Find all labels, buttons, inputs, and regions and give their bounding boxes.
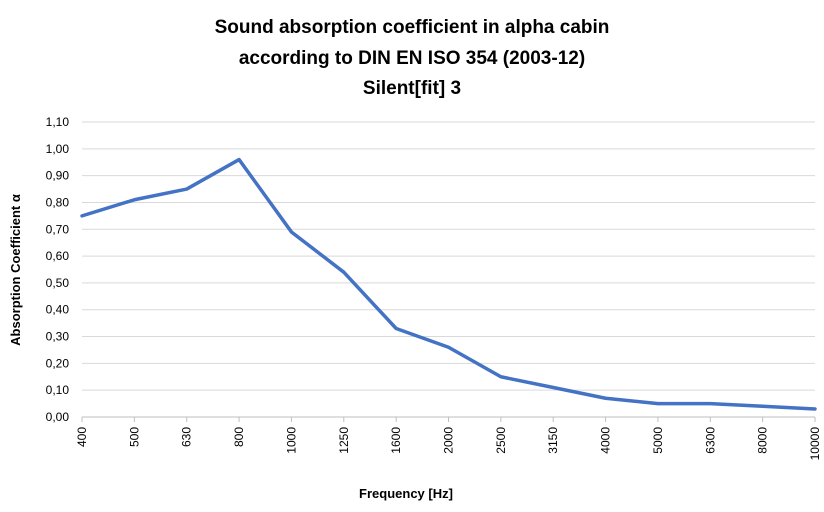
- axes: [81, 416, 816, 422]
- x-tick-label: 6300: [703, 427, 717, 454]
- y-tick-label: 0,50: [46, 276, 70, 290]
- x-tick-label: 630: [180, 427, 194, 447]
- y-tick-labels: 0,00 0,10 0,20 0,30 0,40 0,50 0,60 0,70 0,80 0,90…: [46, 115, 70, 424]
- x-tick-label: 10000: [808, 427, 822, 461]
- y-tick-label: 1,10: [46, 115, 70, 129]
- x-tick-label: 1250: [337, 427, 351, 454]
- y-tick-label: 0,10: [46, 383, 70, 397]
- y-tick-label: 0,30: [46, 330, 70, 344]
- x-tick-label: 1600: [389, 427, 403, 454]
- chart-title-line-3: Silent[fit] 3: [363, 78, 461, 99]
- chart-title-line-2: according to DIN EN ISO 354 (2003-12): [239, 48, 585, 69]
- plot-area: [80, 157, 817, 411]
- y-tick-label: 0,60: [46, 249, 70, 263]
- x-tick-label: 2500: [494, 427, 508, 454]
- x-tick-label: 400: [75, 427, 89, 447]
- x-axis-label: Frequency [Hz]: [359, 486, 453, 501]
- y-tick-label: 1,00: [46, 142, 70, 156]
- y-tick-label: 0,40: [46, 303, 70, 317]
- x-tick-label: 3150: [546, 427, 560, 454]
- y-tick-label: 0,80: [46, 195, 70, 209]
- y-tick-label: 0,00: [46, 410, 70, 424]
- x-tick-label: 2000: [442, 427, 456, 454]
- x-tick-label: 4000: [599, 427, 613, 454]
- gridlines: [82, 121, 815, 391]
- x-tick-label: 500: [127, 427, 141, 447]
- y-tick-label: 0,20: [46, 356, 70, 370]
- y-tick-label: 0,90: [46, 169, 70, 183]
- y-tick-label: 0,70: [46, 222, 70, 236]
- y-axis-label: Absorption Coefficient α: [8, 194, 23, 346]
- chart-title: Sound absorption coefficient in alpha ca…: [215, 17, 610, 99]
- x-tick-labels: 400 500 630 800 1000 1250 1600 2000 2500 3150 4000…: [75, 427, 822, 461]
- x-tick-label: 5000: [651, 427, 665, 454]
- x-tick-label: 8000: [756, 427, 770, 454]
- x-tick-label: 1000: [284, 427, 298, 454]
- series-line: [80, 157, 817, 411]
- x-tick-label: 800: [232, 427, 246, 447]
- chart-title-line-1: Sound absorption coefficient in alpha ca…: [215, 17, 610, 38]
